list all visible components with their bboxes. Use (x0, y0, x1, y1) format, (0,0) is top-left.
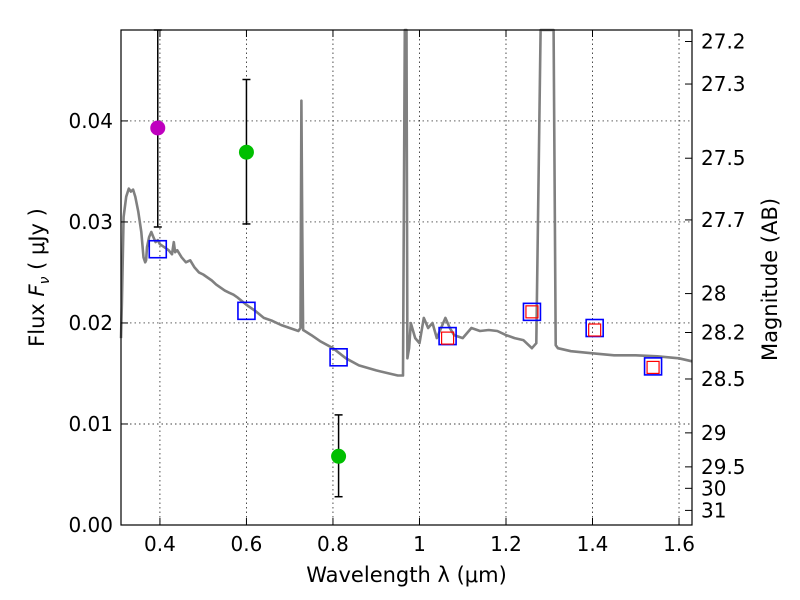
plot-frame (120, 29, 693, 526)
y-tick-label: 0.00 (68, 513, 113, 537)
magnitude-tick-label: 29 (701, 421, 726, 445)
observed-points (150, 120, 347, 464)
x-axis-label: Wavelength λ (μm) (306, 563, 507, 587)
observed-point (331, 448, 347, 464)
model-photometry-square (522, 302, 542, 322)
y-axis-label-unit: ( μJy ) (25, 208, 49, 276)
model-photometry-square (148, 239, 168, 259)
x-tick-label: 0.6 (231, 532, 263, 556)
template-photometry-square (588, 323, 602, 337)
template-photometry-square (440, 331, 455, 345)
magnitude-tick-label: 27.3 (701, 72, 746, 96)
grid (121, 30, 692, 525)
y-axis-label-prefix: Flux (25, 297, 49, 347)
magnitude-tick-label: 28.2 (701, 321, 746, 345)
observed-point (238, 144, 254, 160)
magnitude-tick-label: 27.7 (701, 208, 746, 232)
x-tick-label: 1 (413, 532, 426, 556)
y-axis-label-subscript: ν (37, 276, 53, 284)
errorbars (153, 29, 343, 498)
x-tick-label: 0.8 (317, 532, 349, 556)
x-axis-ticks: 0.4 0.6 0.8 1 1.2 1.4 1.6 (144, 30, 695, 556)
sed-line (119, 28, 693, 377)
magnitude-tick-label: 28 (701, 282, 726, 306)
magnitude-tick-label: 29.5 (701, 455, 746, 479)
observed-point (150, 120, 166, 136)
x-tick-label: 1.6 (663, 532, 695, 556)
magnitude-tick-label: 30 (701, 476, 726, 500)
model-photometry-square (237, 301, 256, 321)
y-axis-ticks: 0.00 0.01 0.02 0.03 0.04 (68, 109, 128, 537)
y-tick-label: 0.02 (68, 311, 113, 335)
magnitude-axis-label: Magnitude (AB) (758, 198, 782, 361)
y-axis-label-symbol: F (25, 284, 49, 297)
y-tick-label: 0.01 (68, 412, 113, 436)
x-tick-label: 0.4 (144, 532, 176, 556)
template-photometry-square (525, 305, 539, 319)
magnitude-tick-label: 27.5 (701, 146, 746, 170)
template-photometry-square (646, 360, 660, 375)
model-photometry-square (329, 348, 348, 367)
magnitude-tick-label: 28.5 (701, 367, 746, 391)
x-tick-label: 1.2 (490, 532, 522, 556)
y-tick-label: 0.03 (68, 210, 113, 234)
photometry-squares (148, 239, 663, 376)
magnitude-tick-label: 31 (701, 498, 726, 522)
y-axis-label: Flux Fν ( μJy ) (25, 208, 53, 347)
sed-model-curve (119, 28, 693, 377)
magnitude-tick-label: 27.2 (701, 29, 746, 53)
y-tick-label: 0.04 (68, 109, 113, 133)
model-photometry-square (643, 357, 663, 376)
x-tick-label: 1.4 (577, 532, 609, 556)
